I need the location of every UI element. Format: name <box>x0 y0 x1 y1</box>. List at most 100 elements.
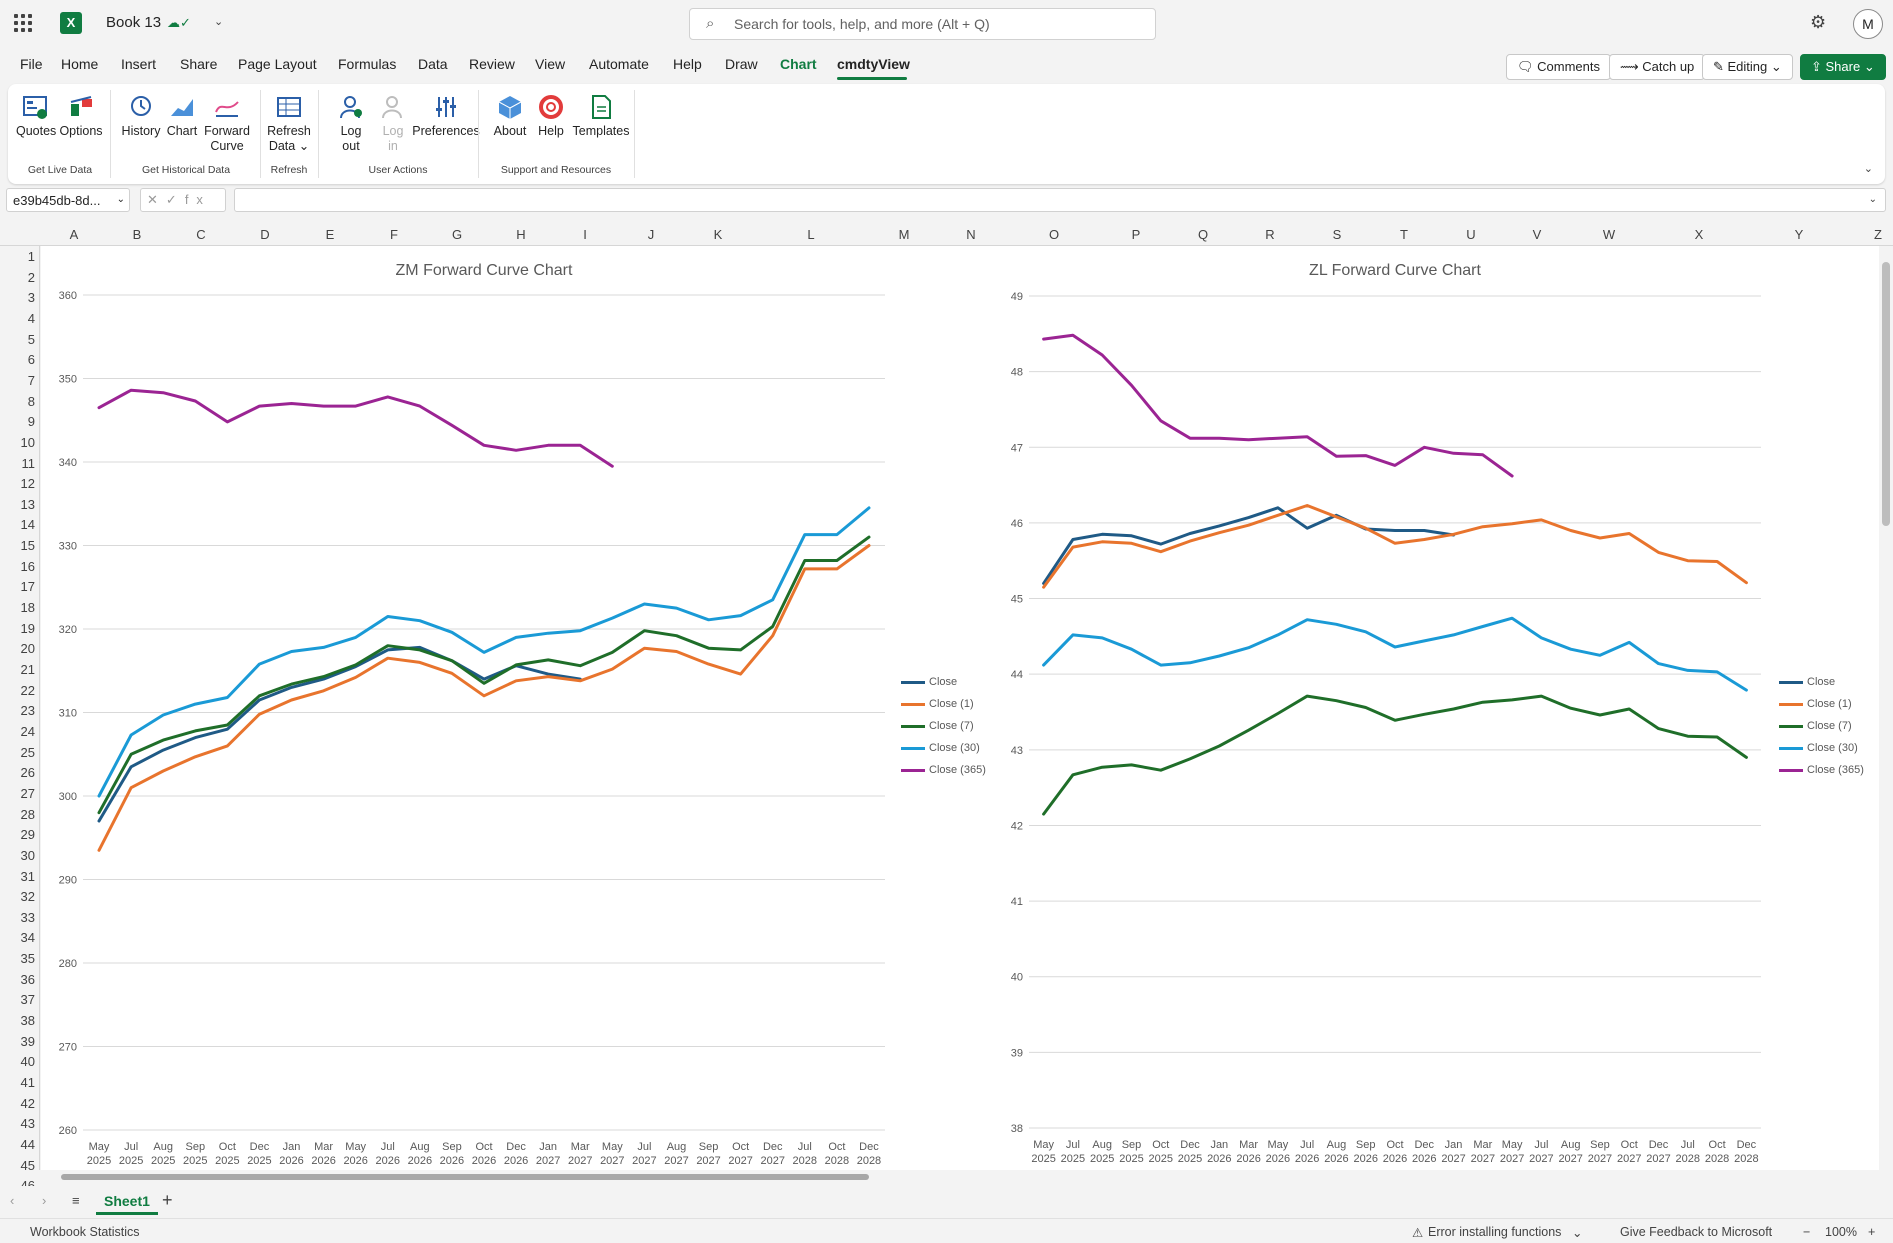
row-header-22[interactable]: 22 <box>20 682 35 698</box>
confirm-icon[interactable]: ✓ <box>165 192 185 207</box>
column-header-u[interactable]: U <box>1466 227 1476 242</box>
column-header-g[interactable]: G <box>451 227 463 242</box>
row-header-10[interactable]: 10 <box>20 434 35 450</box>
chart-button[interactable]: Chart <box>164 94 200 139</box>
row-header-36[interactable]: 36 <box>20 971 35 987</box>
tab-page-layout[interactable]: Page Layout <box>238 56 317 72</box>
zl-forward-curve-chart[interactable]: ZL Forward Curve Chart 38 39 40 41 42 43 44 45 46… <box>999 248 1893 1168</box>
share-button[interactable]: ⇪ Share ⌄ <box>1800 54 1886 80</box>
row-header-12[interactable]: 12 <box>20 476 35 492</box>
row-header-7[interactable]: 7 <box>27 372 35 388</box>
chevron-down-icon[interactable]: ⌄ <box>1572 1226 1583 1240</box>
column-header-f[interactable]: F <box>390 227 398 242</box>
row-header-27[interactable]: 27 <box>20 785 35 801</box>
comments-button[interactable]: 🗨 Comments <box>1506 54 1611 80</box>
tab-help[interactable]: Help <box>673 56 702 72</box>
editing-mode-button[interactable]: ✎ Editing ⌄ <box>1702 54 1793 80</box>
row-header-39[interactable]: 39 <box>20 1033 35 1049</box>
name-box[interactable]: e39b45db-8d... ⌄ <box>6 188 130 212</box>
templates-button[interactable]: Templates <box>570 94 632 139</box>
row-header-25[interactable]: 25 <box>20 744 35 760</box>
row-header-5[interactable]: 5 <box>27 331 35 347</box>
account-avatar[interactable]: M <box>1853 9 1883 39</box>
sheet-list-icon[interactable]: ≡ <box>72 1193 80 1208</box>
row-header-24[interactable]: 24 <box>20 723 35 739</box>
legend-item[interactable]: Close (30) <box>1779 742 1858 754</box>
legend-item[interactable]: Close <box>901 676 957 688</box>
prev-sheet-icon[interactable]: ‹ <box>10 1193 15 1208</box>
row-header-8[interactable]: 8 <box>27 393 35 409</box>
options-button[interactable]: Options <box>58 94 104 139</box>
catch-up-button[interactable]: ⟿ Catch up <box>1609 54 1706 80</box>
search-box[interactable]: ⌕ Search for tools, help, and more (Alt … <box>689 8 1156 40</box>
row-header-2[interactable]: 2 <box>27 269 35 285</box>
legend-item[interactable]: Close (7) <box>1779 720 1852 732</box>
add-sheet-icon[interactable]: + <box>162 1190 173 1210</box>
row-header-3[interactable]: 3 <box>27 290 35 306</box>
fx-icon[interactable]: fx <box>184 192 211 207</box>
legend-item[interactable]: Close (1) <box>1779 698 1852 710</box>
tab-automate[interactable]: Automate <box>589 56 649 72</box>
refresh-data-button[interactable]: Refresh Data ⌄ <box>266 94 312 154</box>
horizontal-scrollbar[interactable] <box>41 1170 1879 1184</box>
row-header-26[interactable]: 26 <box>20 765 35 781</box>
row-header-16[interactable]: 16 <box>20 558 35 574</box>
legend-item[interactable]: Close (30) <box>901 742 980 754</box>
cancel-icon[interactable]: ✕ <box>147 192 166 207</box>
log-in-button[interactable]: Log in <box>376 94 410 154</box>
forward-curve-button[interactable]: Forward Curve <box>202 94 252 154</box>
column-header-z[interactable]: Z <box>1874 227 1882 242</box>
column-header-b[interactable]: B <box>132 227 142 242</box>
expand-formula-icon[interactable]: ⌄ <box>1868 194 1877 205</box>
row-header-21[interactable]: 21 <box>20 662 35 677</box>
tab-home[interactable]: Home <box>61 56 99 72</box>
row-header-34[interactable]: 34 <box>20 930 35 946</box>
row-header-29[interactable]: 29 <box>20 827 35 843</box>
row-header-32[interactable]: 32 <box>20 889 35 905</box>
row-header-38[interactable]: 38 <box>20 1013 35 1029</box>
row-header-13[interactable]: 13 <box>20 496 35 512</box>
row-header-20[interactable]: 20 <box>20 641 35 657</box>
zoom-out-icon[interactable]: − <box>1803 1225 1811 1239</box>
zoom-in-icon[interactable]: + <box>1868 1225 1876 1239</box>
next-sheet-icon[interactable]: › <box>42 1193 47 1208</box>
legend-item[interactable]: Close (1) <box>901 698 974 710</box>
row-header-35[interactable]: 35 <box>20 951 35 967</box>
help-button[interactable]: Help <box>534 94 568 139</box>
vertical-scrollbar[interactable] <box>1879 246 1893 1170</box>
settings-gear-icon[interactable]: ⚙ <box>1810 12 1827 32</box>
legend-item[interactable]: Close (365) <box>901 764 986 776</box>
legend-item[interactable]: Close (7) <box>901 720 974 732</box>
row-header-31[interactable]: 31 <box>20 868 35 884</box>
row-header-18[interactable]: 18 <box>20 600 35 616</box>
tab-data[interactable]: Data <box>418 56 448 72</box>
log-out-button[interactable]: Log out <box>334 94 368 154</box>
row-header-1[interactable]: 1 <box>27 249 35 264</box>
column-header-w[interactable]: W <box>1602 227 1616 242</box>
row-header-6[interactable]: 6 <box>27 352 35 368</box>
column-header-a[interactable]: A <box>69 227 79 242</box>
tab-share[interactable]: Share <box>180 56 218 72</box>
legend-item[interactable]: Close <box>1779 676 1835 688</box>
column-header-q[interactable]: Q <box>1197 227 1209 242</box>
column-header-d[interactable]: D <box>260 227 270 242</box>
preferences-button[interactable]: Preferences <box>408 94 484 139</box>
column-header-k[interactable]: K <box>713 227 723 242</box>
history-button[interactable]: History <box>120 94 162 139</box>
row-header-41[interactable]: 41 <box>20 1075 35 1090</box>
row-header-40[interactable]: 40 <box>20 1054 35 1070</box>
row-header-45[interactable]: 45 <box>20 1157 35 1173</box>
column-header-v[interactable]: V <box>1532 227 1542 242</box>
column-header-j[interactable]: J <box>647 227 655 242</box>
column-header-t[interactable]: T <box>1400 227 1408 242</box>
column-header-y[interactable]: Y <box>1794 227 1804 242</box>
column-header-m[interactable]: M <box>898 227 910 242</box>
row-header-4[interactable]: 4 <box>27 310 35 326</box>
legend-item[interactable]: Close (365) <box>1779 764 1864 776</box>
scroll-thumb[interactable] <box>1882 262 1890 526</box>
worksheet-grid[interactable]: ZM Forward Curve Chart 260 270 280 290 300 310… <box>41 246 1893 1170</box>
chevron-down-icon[interactable]: ⌄ <box>214 16 224 28</box>
zm-forward-curve-chart[interactable]: ZM Forward Curve Chart 260 270 280 290 300 310… <box>45 248 997 1168</box>
column-header-r[interactable]: R <box>1265 227 1275 242</box>
app-launcher-icon[interactable] <box>14 14 32 32</box>
